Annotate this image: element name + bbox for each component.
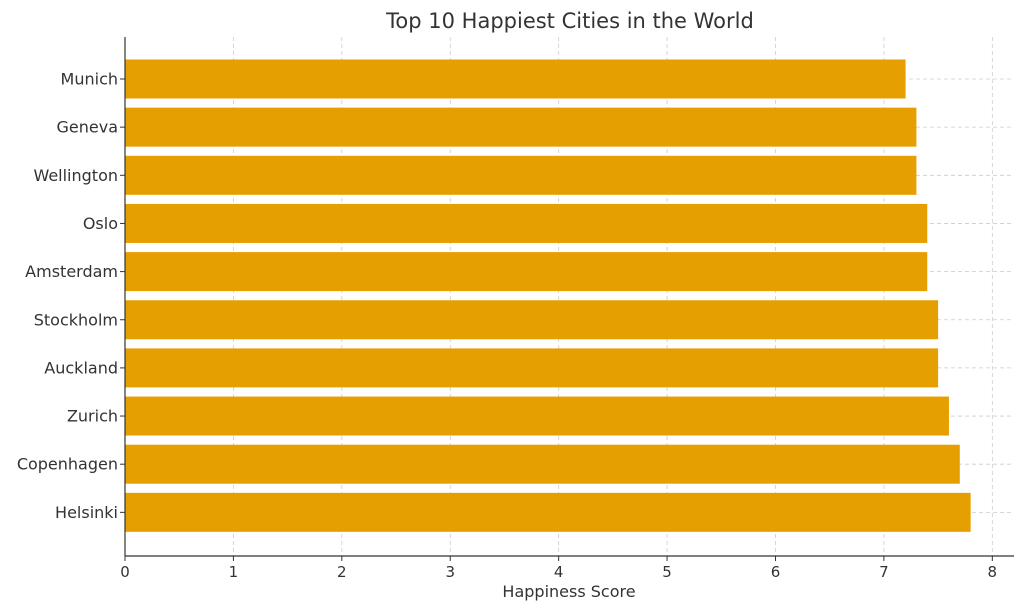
x-tick-label: 4 <box>554 563 564 581</box>
x-tick-label: 7 <box>879 563 889 581</box>
bar-geneva <box>125 107 917 147</box>
y-tick-label: Copenhagen <box>17 455 118 474</box>
x-tick-label: 2 <box>337 563 347 581</box>
bar-zurich <box>125 396 949 436</box>
y-tick-label: Wellington <box>33 166 118 185</box>
bar-copenhagen <box>125 444 960 484</box>
y-tick-label: Munich <box>61 70 118 89</box>
bar-wellington <box>125 155 917 195</box>
y-tick-label: Amsterdam <box>25 262 118 281</box>
bar-amsterdam <box>125 252 928 292</box>
bar-stockholm <box>125 300 939 340</box>
y-tick-label: Zurich <box>67 407 118 426</box>
x-axis-label: Happiness Score <box>502 582 635 601</box>
bar-helsinki <box>125 492 971 532</box>
bar-oslo <box>125 203 928 243</box>
bar-auckland <box>125 348 939 388</box>
y-tick-label: Helsinki <box>55 503 118 522</box>
x-tick-label: 8 <box>988 563 998 581</box>
x-tick-label: 5 <box>662 563 672 581</box>
y-tick-label: Stockholm <box>34 310 118 329</box>
bar-munich <box>125 59 906 99</box>
y-tick-label: Auckland <box>44 358 118 377</box>
y-tick-label: Geneva <box>57 118 119 137</box>
x-tick-label: 1 <box>229 563 239 581</box>
y-tick-label: Oslo <box>83 214 118 233</box>
x-tick-label: 3 <box>445 563 455 581</box>
x-tick-label: 0 <box>120 563 130 581</box>
x-tick-label: 6 <box>771 563 781 581</box>
chart-title: Top 10 Happiest Cities in the World <box>385 9 754 33</box>
